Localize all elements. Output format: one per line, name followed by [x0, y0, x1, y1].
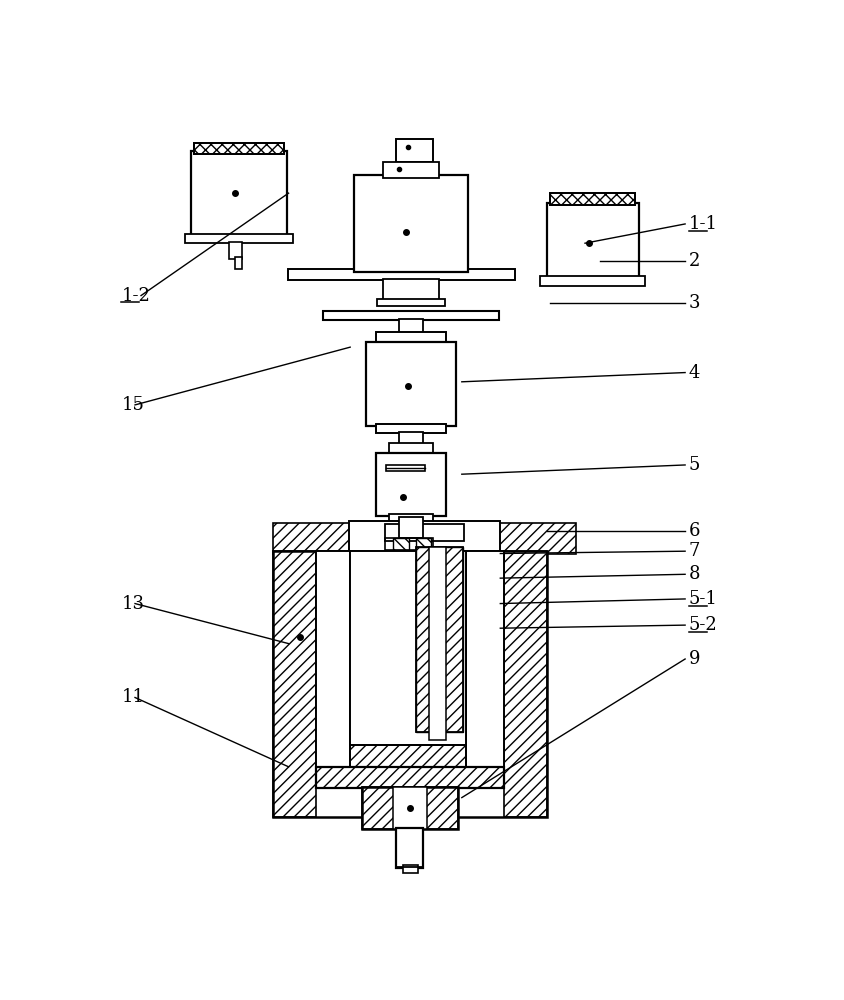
Bar	[415, 547, 463, 732]
Bar	[540, 276, 645, 286]
Bar	[316, 767, 504, 788]
Bar	[388, 443, 433, 454]
Text: 11: 11	[122, 688, 144, 706]
Bar	[316, 767, 504, 788]
Text: 4: 4	[689, 364, 701, 382]
Text: 5: 5	[689, 456, 701, 474]
Text: 2: 2	[689, 252, 701, 270]
Bar	[273, 523, 350, 554]
Bar	[415, 547, 463, 732]
Bar	[362, 787, 458, 829]
Bar	[350, 745, 466, 768]
Bar	[273, 551, 316, 817]
Bar	[316, 551, 350, 786]
Bar	[385, 524, 464, 541]
Bar	[388, 514, 433, 525]
Bar	[376, 453, 446, 516]
Bar	[392, 538, 409, 550]
Bar	[350, 551, 466, 748]
Text: 1-1: 1-1	[689, 215, 718, 233]
Bar	[323, 311, 499, 320]
Bar	[194, 143, 284, 154]
Bar	[191, 151, 287, 239]
Bar	[365, 342, 457, 426]
Text: 6: 6	[689, 522, 701, 540]
Bar	[398, 517, 424, 538]
Bar	[385, 538, 433, 550]
Bar	[387, 465, 425, 471]
Bar	[550, 193, 635, 205]
Bar	[354, 175, 468, 272]
Bar	[415, 538, 431, 550]
Bar	[376, 332, 446, 344]
Text: 3: 3	[689, 294, 701, 312]
Bar	[397, 139, 433, 162]
Bar	[504, 551, 547, 817]
Bar	[194, 143, 284, 154]
Text: 1-2: 1-2	[122, 287, 150, 305]
Bar	[229, 242, 242, 259]
Text: 5-2: 5-2	[689, 616, 717, 634]
Bar	[185, 234, 293, 243]
Bar	[350, 745, 466, 768]
Bar	[403, 865, 418, 873]
Bar	[398, 319, 424, 334]
Bar	[382, 279, 440, 301]
Bar	[397, 828, 424, 868]
Bar	[398, 432, 424, 446]
Text: 13: 13	[122, 595, 144, 613]
Bar	[288, 269, 515, 280]
Bar	[547, 203, 639, 280]
Bar	[392, 787, 427, 829]
Bar	[273, 551, 547, 817]
Bar	[235, 257, 241, 269]
Bar	[382, 162, 440, 178]
Bar	[550, 193, 635, 205]
Text: 8: 8	[689, 565, 701, 583]
Text: 5-1: 5-1	[689, 590, 718, 608]
Bar	[430, 547, 446, 740]
Bar	[466, 551, 504, 778]
Text: 9: 9	[689, 650, 701, 668]
Bar	[349, 521, 500, 555]
Bar	[376, 424, 446, 433]
Text: 15: 15	[122, 396, 144, 414]
Bar	[377, 299, 445, 306]
Bar	[499, 523, 576, 554]
Bar	[362, 787, 458, 829]
Text: 7: 7	[689, 542, 701, 560]
